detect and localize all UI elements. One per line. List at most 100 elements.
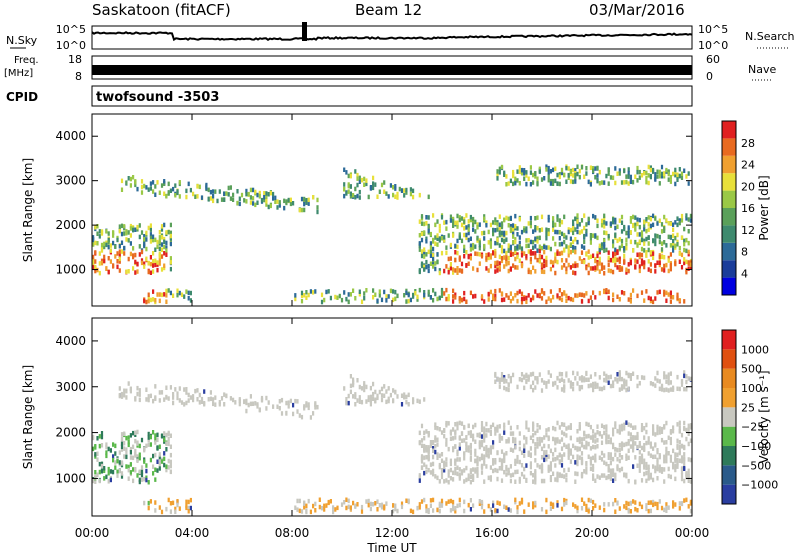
echo-cell (369, 394, 372, 400)
echo-cell (403, 293, 406, 298)
echo-cell (545, 259, 548, 265)
echo-cell (425, 429, 428, 434)
echo-cell (503, 248, 506, 254)
echo-cell (487, 268, 490, 273)
echo-cell (147, 292, 150, 297)
echo-cell (536, 293, 539, 298)
echo-cell (232, 397, 235, 403)
echo-cell (116, 259, 119, 264)
echo-cell (656, 169, 659, 174)
echo-cell (298, 508, 301, 514)
echo-cell (323, 297, 326, 303)
echo-cell (445, 250, 448, 256)
echo-cell (380, 393, 384, 398)
echo-cell (314, 501, 317, 507)
echo-cell (183, 294, 186, 299)
echo-cell (585, 461, 588, 467)
echo-cell (498, 288, 501, 293)
echo-cell (643, 227, 646, 232)
echo-cell (149, 442, 152, 447)
echo-cell (196, 194, 199, 199)
echo-cell (438, 270, 441, 276)
echo-cell (252, 187, 255, 193)
echo-cell (425, 469, 428, 475)
echo-cell (372, 185, 375, 191)
echo-cell (549, 373, 552, 378)
echo-cell (427, 451, 430, 457)
colorbar-tick-label: −100 (741, 440, 771, 453)
echo-cell (127, 476, 130, 481)
echo-cell (143, 241, 146, 247)
echo-cell (574, 179, 577, 184)
echo-cell (665, 243, 668, 248)
echo-cell (572, 179, 575, 185)
echo-cell (198, 184, 201, 190)
echo-cell (476, 432, 479, 438)
echo-cell (523, 176, 526, 181)
echo-cell (649, 444, 652, 449)
echo-cell (552, 219, 555, 224)
echo-cell (592, 455, 595, 461)
echo-cell (358, 289, 361, 294)
echo-cell (116, 473, 119, 478)
echo-cell (594, 439, 597, 444)
echo-cell (549, 448, 552, 454)
echo-cell (567, 295, 570, 301)
echo-cell (185, 499, 188, 505)
echo-cell (454, 470, 457, 476)
echo-cell (352, 288, 355, 293)
echo-cell (629, 219, 632, 224)
echo-cell (654, 172, 657, 177)
echo-cell (505, 439, 508, 444)
echo-cell (165, 240, 168, 246)
echo-cell (392, 185, 395, 190)
echo-cell (574, 504, 577, 509)
echo-cell (289, 197, 292, 203)
echo-cell (625, 472, 628, 478)
echo-cell (112, 240, 115, 246)
echo-cell (612, 217, 615, 222)
echo-cell (578, 174, 581, 180)
echo-cell (467, 448, 470, 453)
echo-cell (196, 388, 199, 393)
echo-cell (169, 188, 172, 193)
echo-cell (585, 291, 588, 296)
echo-cell (552, 221, 555, 227)
echo-cell (629, 179, 632, 184)
echo-cell (383, 180, 386, 185)
echo-cell (523, 296, 526, 302)
echo-cell (585, 503, 588, 509)
echo-cell (160, 242, 164, 247)
echo-cell (385, 389, 388, 394)
echo-cell (118, 460, 121, 465)
echo-cell (516, 459, 519, 464)
colorbar-frame (721, 329, 737, 505)
echo-cell (483, 479, 486, 484)
echo-cell (503, 422, 506, 428)
echo-cell (572, 263, 575, 268)
echo-cell (116, 458, 119, 464)
echo-cell (512, 431, 515, 436)
echo-cell (556, 293, 559, 298)
echo-cell (392, 289, 395, 294)
echo-cell (158, 505, 161, 510)
echo-cell (636, 217, 639, 222)
echo-cell (147, 187, 150, 192)
echo-cell (600, 218, 604, 224)
echo-cell (407, 298, 410, 304)
echo-cell (665, 218, 668, 223)
echo-cell (452, 299, 455, 304)
echo-cell (147, 397, 150, 403)
echo-cell (500, 374, 504, 380)
echo-cell (580, 437, 584, 442)
echo-cell (516, 298, 519, 304)
echo-cell (156, 267, 159, 273)
echo-cell (607, 255, 610, 261)
echo-cell (514, 249, 517, 255)
echo-cell (98, 434, 101, 439)
echo-cell (532, 265, 535, 270)
echo-cell (547, 427, 550, 432)
echo-cell (458, 446, 461, 451)
echo-cell (140, 249, 144, 255)
echo-cell (687, 376, 690, 381)
